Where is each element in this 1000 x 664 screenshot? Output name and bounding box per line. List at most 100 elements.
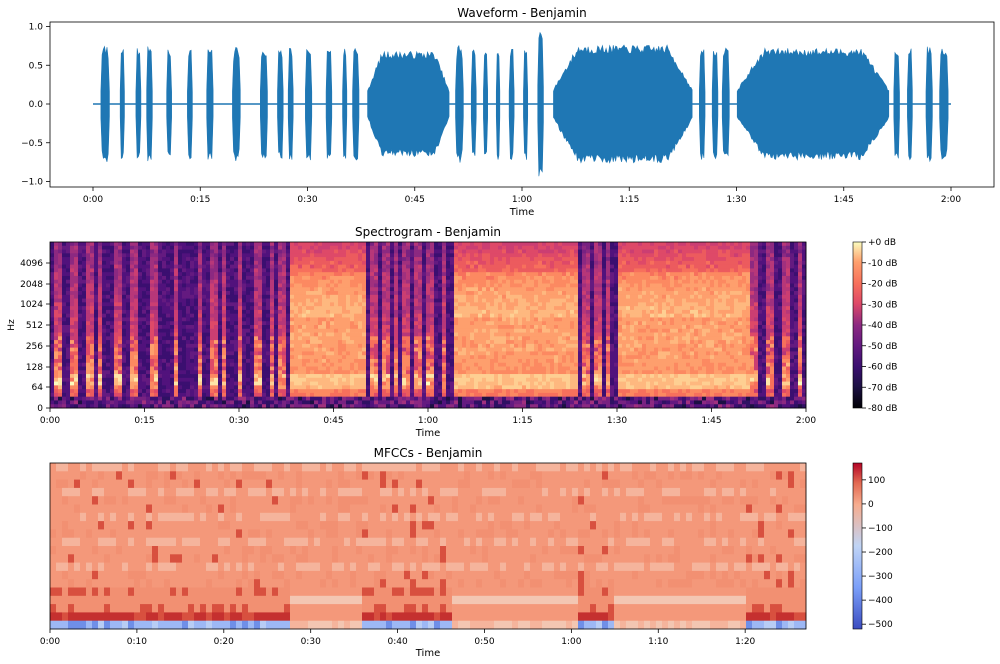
spectrogram-cell: [210, 294, 215, 299]
spectrogram-cell: [298, 358, 303, 364]
spectrogram-cell: [270, 336, 275, 341]
spectrogram-cell: [74, 400, 79, 405]
spectrogram-cell: [426, 377, 431, 382]
spectrogram-cell: [358, 358, 363, 364]
spectrogram-cell: [50, 313, 55, 318]
spectrogram-cell: [218, 358, 223, 364]
spectrogram-cell: [102, 392, 107, 398]
spectrogram-cell: [50, 404, 55, 409]
spectrogram-cell: [110, 366, 115, 371]
spectrogram-cell: [478, 404, 483, 409]
spectrogram-cell: [90, 340, 95, 345]
spectrogram-cell: [422, 317, 427, 322]
spectrogram-cell: [234, 358, 239, 364]
spectrogram-cell: [454, 370, 459, 375]
spectrogram-cell: [266, 366, 271, 371]
spectrogram-cell: [390, 377, 395, 382]
spectrogram-cell: [438, 291, 443, 296]
spectrogram-cell: [66, 317, 71, 322]
spectrogram-cell: [146, 351, 151, 356]
spectrogram-cell: [390, 389, 395, 394]
spectrogram-cell: [118, 279, 123, 284]
spectrogram-cell: [182, 245, 187, 250]
spectrogram-cell: [366, 279, 371, 284]
spectrogram-cell: [470, 264, 475, 269]
spectrogram-cell: [294, 347, 299, 352]
spectrogram-cell: [90, 377, 95, 382]
spectrogram-cell: [142, 306, 147, 311]
spectrogram-cell: [146, 362, 151, 367]
spectrogram-cell: [286, 392, 291, 398]
spectrogram-cell: [90, 279, 95, 284]
spectrogram-cell: [458, 275, 463, 281]
spectrogram-cell: [118, 343, 123, 349]
spectrogram-cell: [378, 340, 383, 345]
spectrogram-cell: [282, 283, 287, 288]
spectrogram-cell: [218, 313, 223, 318]
spectrogram-cell: [310, 404, 315, 409]
spectrogram-cell: [242, 291, 247, 296]
spectrogram-cell: [82, 298, 87, 303]
spectrogram-cell: [418, 396, 423, 401]
spectrogram-cell: [250, 396, 255, 401]
spectrogram-cell: [474, 404, 479, 409]
spectrogram-cell: [362, 381, 367, 386]
spectrogram-cell: [58, 385, 63, 390]
spectrogram-cell: [350, 374, 355, 379]
spectrogram-cell: [194, 321, 199, 326]
spectrogram-cell: [154, 366, 159, 371]
spectrogram-cell: [466, 400, 471, 405]
spectrogram-cell: [418, 340, 423, 345]
spectrogram-cell: [226, 245, 231, 250]
spectrogram-cell: [290, 381, 295, 386]
spectrogram-cell: [266, 392, 271, 398]
spectrogram-cell: [338, 351, 343, 356]
spectrogram-cell: [254, 396, 259, 401]
spectrogram-cell: [350, 275, 355, 281]
spectrogram-cell: [266, 347, 271, 352]
spectrogram-cell: [290, 328, 295, 333]
spectrogram-cell: [66, 291, 71, 296]
spectrogram-cell: [258, 245, 263, 250]
spectrogram-cell: [306, 358, 311, 364]
spectrogram-cell: [386, 291, 391, 296]
spectrogram-cell: [478, 343, 483, 349]
spectrogram-cell: [294, 257, 299, 262]
spectrogram-cell: [86, 313, 91, 318]
spectrogram-cell: [298, 332, 303, 337]
spectrogram-cell: [366, 309, 371, 315]
spectrogram-cell: [366, 313, 371, 318]
spectrogram-cell: [366, 325, 371, 330]
spectrogram-cell: [254, 347, 259, 352]
spectrogram-cell: [490, 264, 495, 269]
spectrogram-cell: [70, 370, 75, 375]
spectrogram-cell: [398, 343, 403, 349]
spectrogram-cell: [206, 396, 211, 401]
spectrogram-cell: [142, 242, 147, 247]
spectrogram-cell: [362, 366, 367, 371]
spectrogram-cell: [218, 287, 223, 292]
spectrogram-cell: [430, 404, 435, 409]
spectrogram-cell: [454, 366, 459, 371]
spectrogram-cell: [78, 275, 83, 281]
spectrogram-cell: [218, 298, 223, 303]
spectrogram-cell: [282, 306, 287, 311]
spectrogram-cell: [102, 328, 107, 333]
spectrogram-cell: [310, 366, 315, 371]
spectrogram-cell: [254, 370, 259, 375]
spectrogram-cell: [150, 283, 155, 288]
spectrogram-cell: [358, 242, 363, 247]
spectrogram-cell: [334, 287, 339, 292]
spectrogram-cell: [58, 404, 63, 409]
spectrogram-cell: [182, 294, 187, 299]
spectrogram-cell: [126, 242, 131, 247]
spectrogram-cell: [330, 272, 335, 277]
spectrogram-cell: [58, 260, 63, 266]
spectrogram-cell: [486, 381, 491, 386]
spectrogram-cell: [446, 272, 451, 277]
spectrogram-cell: [58, 343, 63, 349]
spectrogram-cell: [158, 351, 163, 356]
spectrogram-cell: [350, 272, 355, 277]
spectrogram-cell: [194, 374, 199, 379]
spectrogram-cell: [474, 272, 479, 277]
